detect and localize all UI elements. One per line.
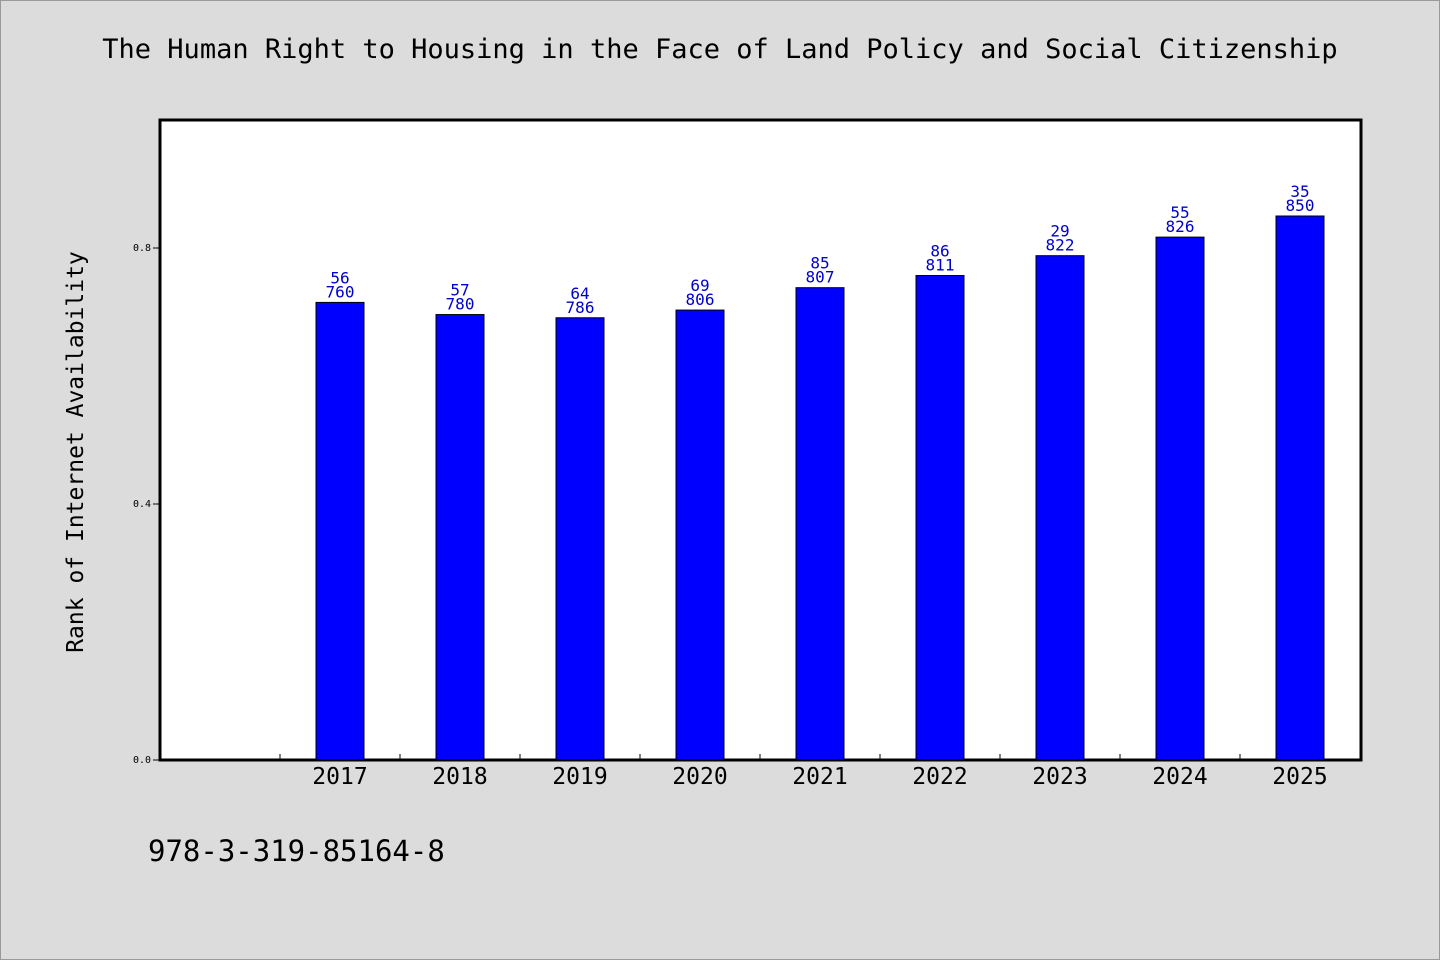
bar	[435, 314, 485, 761]
bar	[795, 287, 845, 761]
bar-value-label: 850	[1286, 196, 1315, 215]
bar	[555, 317, 605, 761]
bar-value-label: 806	[686, 290, 715, 309]
x-tick-label: 2021	[792, 764, 847, 790]
bar-value-label: 780	[446, 295, 475, 314]
bar	[1035, 255, 1085, 761]
x-tick-label: 2024	[1152, 764, 1207, 790]
bar-count-label: 35	[1290, 182, 1309, 201]
bar-count-label: 56	[330, 268, 349, 287]
bar-value-label: 811	[926, 256, 955, 275]
bar-value-label: 822	[1046, 236, 1075, 255]
bar	[315, 301, 365, 761]
x-tick-label: 2020	[672, 764, 727, 790]
bar-count-label: 64	[570, 284, 589, 303]
bar-count-label: 55	[1170, 203, 1189, 222]
bar-value-label: 760	[326, 282, 355, 301]
bar-value-label: 807	[806, 268, 835, 287]
y-tick-label: 0.8	[133, 243, 151, 254]
y-tick-label: 0.4	[133, 499, 151, 510]
bar-count-label: 57	[450, 281, 469, 300]
bar-value-label: 826	[1166, 217, 1195, 236]
bar	[915, 275, 965, 761]
bar	[1155, 236, 1205, 761]
bar	[675, 309, 725, 761]
x-tick-label: 2019	[552, 764, 607, 790]
chart-title: The Human Right to Housing in the Face o…	[102, 34, 1338, 65]
bar-count-label: 69	[690, 276, 709, 295]
bar-count-label: 85	[810, 254, 829, 273]
x-tick-label: 2022	[912, 764, 967, 790]
bar-value-label: 786	[566, 298, 595, 317]
bar-count-label: 86	[930, 242, 949, 261]
footer-code: 978-3-319-85164-8	[148, 834, 445, 868]
x-tick-label: 2018	[432, 764, 487, 790]
x-tick-label: 2023	[1032, 764, 1087, 790]
x-tick-label: 2025	[1272, 764, 1327, 790]
bar-count-label: 29	[1050, 222, 1069, 241]
bar	[1275, 215, 1325, 761]
x-tick-label: 2017	[312, 764, 367, 790]
y-tick-label: 0.0	[133, 755, 151, 766]
